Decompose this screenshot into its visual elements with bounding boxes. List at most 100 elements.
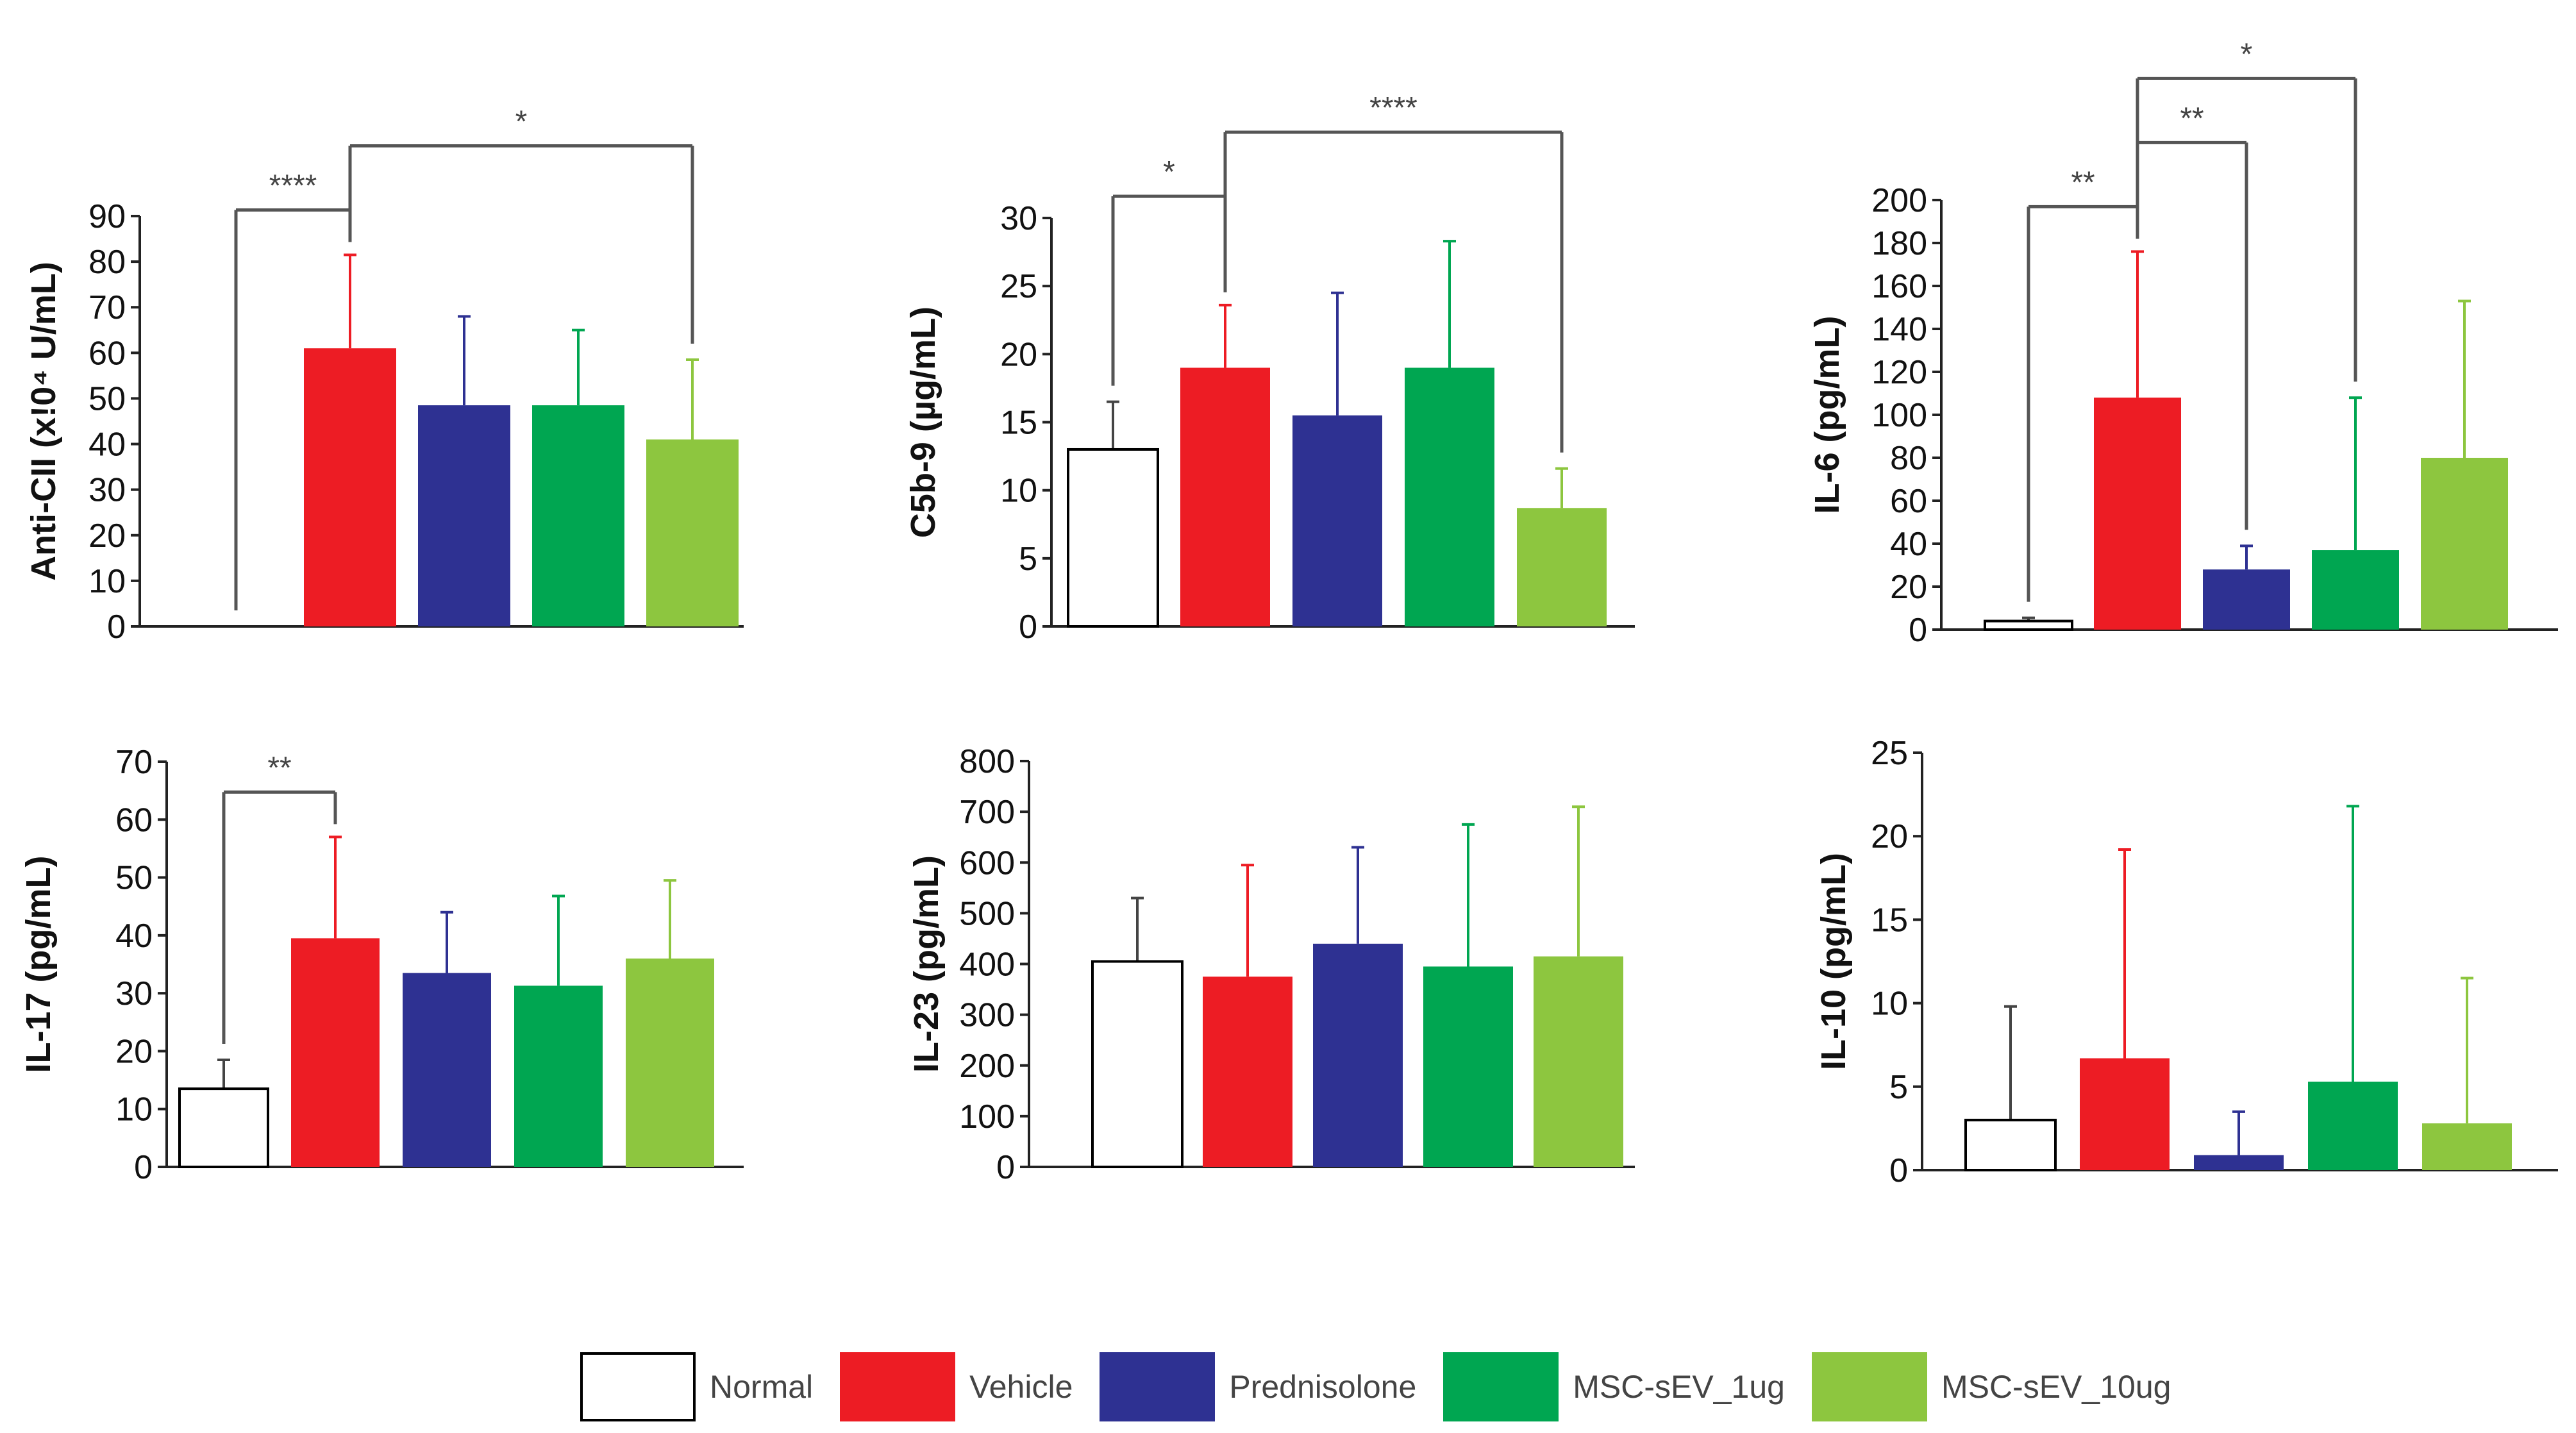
chart-panel-3: 0 20 40 60 80 100 120 140 160 180 200 IL-6 (pg/mL) *…: [1808, 37, 2558, 649]
sig-label: *: [515, 105, 528, 138]
y-axis-label: IL-6 (pg/mL): [1808, 316, 1846, 514]
y-tick-label: 0: [1909, 612, 1927, 649]
chart-panel-1: 0 10 20 30 40 50 60 70 80 90 Anti-CII (x!0⁴ U/mL) *…: [24, 105, 744, 646]
y-tick-label: 200: [959, 1048, 1015, 1085]
bar-msc-sev-10ug: [626, 958, 714, 1167]
y-tick-label: 20: [1871, 818, 1908, 855]
y-tick-label: 120: [1871, 354, 1927, 391]
bar-prednisolone: [2194, 1155, 2284, 1170]
y-axis-label: Anti-CII (x!0⁴ U/mL): [24, 262, 63, 581]
y-tick-label: 800: [959, 743, 1015, 780]
bar-prednisolone: [403, 973, 491, 1167]
y-tick-label: 10: [1000, 473, 1037, 510]
bar-normal: [1067, 448, 1159, 628]
bar-vehicle: [304, 348, 396, 626]
legend-item-msc-sev-1ug: MSC-sEV_1ug: [1443, 1352, 1785, 1421]
y-tick-label: 60: [1890, 483, 1927, 520]
y-axis-label: IL-10 (pg/mL): [1814, 853, 1853, 1070]
bar-msc-sev-10ug: [2421, 458, 2508, 630]
y-tick-label: 180: [1871, 225, 1927, 262]
y-tick-label: 0: [1889, 1152, 1908, 1189]
legend-item-prednisolone: Prednisolone: [1100, 1352, 1416, 1421]
y-tick-label: 25: [1871, 735, 1908, 772]
bar-msc-sev-1ug: [1423, 966, 1513, 1167]
sig-label: ****: [269, 169, 317, 203]
y-tick-label: 90: [88, 198, 126, 235]
bar-prednisolone: [418, 405, 510, 626]
legend-swatch: [580, 1352, 696, 1421]
bar-msc-sev-10ug: [2422, 1123, 2512, 1170]
legend-item-vehicle: Vehicle: [840, 1352, 1073, 1421]
bar-msc-sev-1ug: [2308, 1081, 2398, 1170]
y-axis-label: IL-23 (pg/mL): [907, 855, 946, 1073]
y-tick-label: 30: [1000, 200, 1037, 237]
sig-label: **: [2071, 165, 2095, 199]
chart-panel-4: 0 10 20 30 40 50 60 70 IL-17 (pg/mL) **: [19, 744, 744, 1186]
y-axis-label: IL-17 (pg/mL): [19, 856, 58, 1073]
y-tick-label: 0: [107, 608, 126, 646]
legend-label: MSC-sEV_10ug: [1941, 1369, 2171, 1405]
y-tick-label: 400: [959, 946, 1015, 984]
y-axis-label: C5b-9 (µg/mL): [904, 306, 942, 538]
y-tick-label: 40: [88, 426, 126, 464]
bar-normal: [1091, 960, 1183, 1168]
legend-item-msc-sev-10ug: MSC-sEV_10ug: [1811, 1352, 2171, 1421]
y-tick-label: 5: [1019, 541, 1037, 578]
y-tick-label: 70: [115, 744, 153, 781]
y-tick-label: 70: [88, 289, 126, 326]
y-tick-label: 80: [88, 244, 126, 281]
sig-label: **: [2180, 101, 2204, 135]
bar-msc-sev-10ug: [1534, 956, 1623, 1167]
y-tick-label: 140: [1871, 311, 1927, 348]
legend-swatch: [1811, 1352, 1927, 1421]
y-tick-label: 500: [959, 895, 1015, 932]
y-tick-label: 10: [1871, 985, 1908, 1023]
legend-label: Prednisolone: [1229, 1369, 1417, 1405]
bar-vehicle: [2094, 398, 2181, 630]
legend: Normal Vehicle Prednisolone MSC-sEV_1ug MSC-…: [580, 1352, 2171, 1422]
legend-label: Vehicle: [969, 1369, 1073, 1405]
bar-prednisolone: [1313, 943, 1403, 1167]
sig-label: **: [267, 751, 291, 785]
bar-vehicle: [1203, 976, 1292, 1167]
y-tick-label: 60: [115, 801, 153, 839]
y-tick-label: 30: [88, 472, 126, 509]
bar-vehicle: [291, 938, 380, 1167]
bar-msc-sev-1ug: [532, 405, 624, 626]
y-tick-label: 25: [1000, 268, 1037, 305]
y-tick-label: 40: [1890, 526, 1927, 563]
y-tick-label: 50: [88, 380, 126, 417]
bar-normal: [178, 1087, 269, 1168]
y-tick-label: 15: [1871, 901, 1908, 939]
sig-label: *: [2241, 37, 2253, 71]
y-tick-label: 0: [1019, 608, 1037, 646]
bar-msc-sev-1ug: [2312, 550, 2399, 630]
legend-swatch: [1100, 1352, 1216, 1421]
legend-label: MSC-sEV_1ug: [1573, 1369, 1785, 1405]
y-tick-label: 200: [1871, 182, 1927, 219]
chart-panel-5: 0 100 200 300 400 500 600 700 800 IL-23 (pg/mL): [907, 743, 1635, 1186]
y-tick-label: 5: [1889, 1069, 1908, 1106]
y-tick-label: 50: [115, 860, 153, 897]
legend-swatch: [1443, 1352, 1559, 1421]
y-tick-label: 10: [88, 563, 126, 600]
legend-swatch: [840, 1352, 956, 1421]
bar-msc-sev-10ug: [1517, 508, 1607, 626]
y-tick-label: 300: [959, 997, 1015, 1034]
bar-vehicle: [1180, 367, 1270, 626]
y-tick-label: 0: [134, 1149, 153, 1186]
y-tick-label: 15: [1000, 405, 1037, 442]
y-tick-label: 80: [1890, 440, 1927, 477]
y-tick-label: 20: [115, 1033, 153, 1070]
y-tick-label: 20: [1890, 569, 1927, 606]
y-tick-label: 0: [996, 1149, 1015, 1186]
y-tick-label: 600: [959, 844, 1015, 882]
bar-prednisolone: [2203, 569, 2290, 630]
bar-msc-sev-1ug: [1405, 367, 1494, 626]
sig-label: ****: [1369, 91, 1418, 125]
bar-msc-sev-1ug: [514, 985, 603, 1167]
y-tick-label: 160: [1871, 268, 1927, 305]
bar-normal: [1984, 619, 2073, 631]
bar-normal: [1964, 1118, 2057, 1172]
